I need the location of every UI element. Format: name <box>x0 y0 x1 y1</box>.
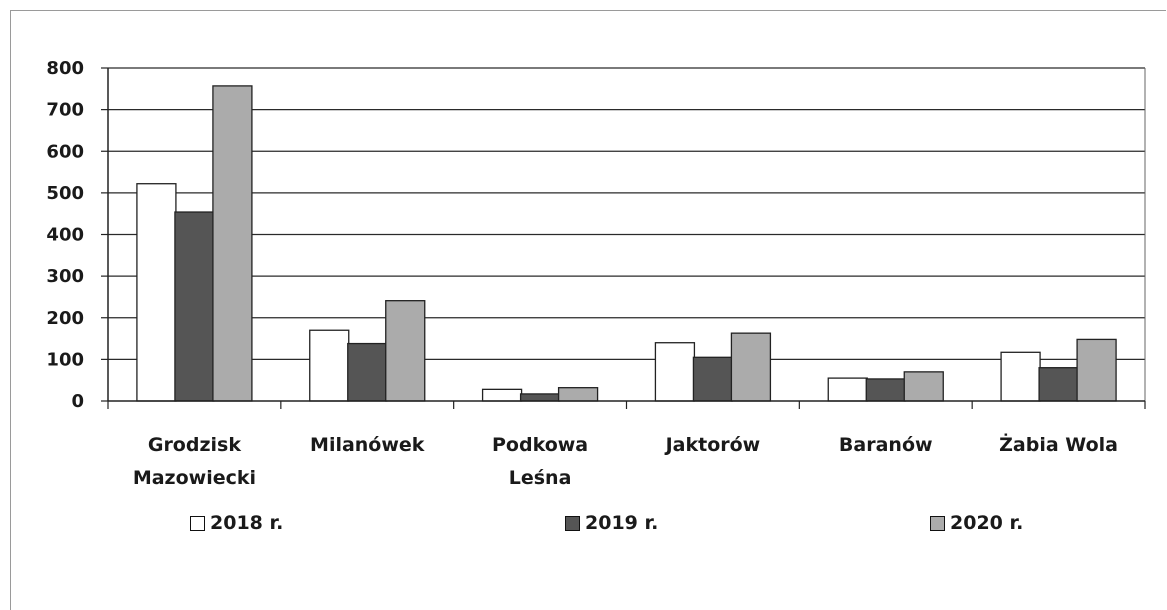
legend-swatch-2 <box>930 515 945 531</box>
bar-1-3 <box>692 356 734 402</box>
legend-label-0: 2018 r. <box>210 512 284 534</box>
bar-0-3 <box>654 342 696 402</box>
bar-0-1 <box>309 329 350 402</box>
y-tick-label-0: 0 <box>71 391 84 412</box>
bar-0-0 <box>136 183 177 402</box>
bar-1-2 <box>519 393 561 402</box>
bar-2-2 <box>557 387 599 402</box>
bar-2-0 <box>212 85 253 402</box>
y-tick-label-2: 200 <box>46 308 84 329</box>
bar-chart: 0 100 200 300 400 500 600 700 800 Grodzisk Mazowie… <box>46 58 1146 489</box>
legend-item-2: 2020 r. <box>930 512 1023 534</box>
legend-swatch-1 <box>565 515 580 531</box>
bar-2-3 <box>730 332 772 402</box>
y-tick-label-4: 400 <box>46 225 84 246</box>
legend-label-1: 2019 r. <box>585 512 659 534</box>
legend-label-2: 2020 r. <box>950 512 1024 534</box>
bar-1-1 <box>347 342 388 402</box>
category-label-1: Milanówek <box>310 434 425 456</box>
bar-1-0 <box>174 211 215 402</box>
legend-item-0: 2018 r. <box>190 512 283 534</box>
bar-0-4 <box>827 377 868 402</box>
bar-1-4 <box>865 378 906 402</box>
chart-legend: 2018 r. 2019 r. 2020 r. <box>0 512 1167 542</box>
y-tick-label-6: 600 <box>46 141 84 162</box>
category-label-4: Baranów <box>839 434 933 456</box>
bar-0-2 <box>481 388 523 402</box>
legend-item-1: 2019 r. <box>565 512 658 534</box>
y-tick-label-7: 700 <box>46 100 84 121</box>
category-label-3: Jaktorów <box>664 434 761 456</box>
y-tick-label-5: 500 <box>46 183 84 204</box>
chart-frame <box>10 10 1166 610</box>
y-tick-label-3: 300 <box>46 266 84 287</box>
bar-1-5 <box>1038 367 1079 402</box>
category-label-2: Podkowa Leśna <box>492 434 588 489</box>
bar-2-1 <box>385 300 426 402</box>
bar-0-5 <box>1000 351 1041 402</box>
category-label-0: Grodzisk Mazowiecki <box>133 434 256 489</box>
y-tick-label-1: 100 <box>46 349 84 370</box>
category-label-5: Żabia Wola <box>999 432 1118 456</box>
y-tick-label-8: 800 <box>46 58 84 79</box>
bar-2-4 <box>903 371 944 402</box>
legend-swatch-0 <box>190 515 205 531</box>
bar-2-5 <box>1076 338 1117 402</box>
